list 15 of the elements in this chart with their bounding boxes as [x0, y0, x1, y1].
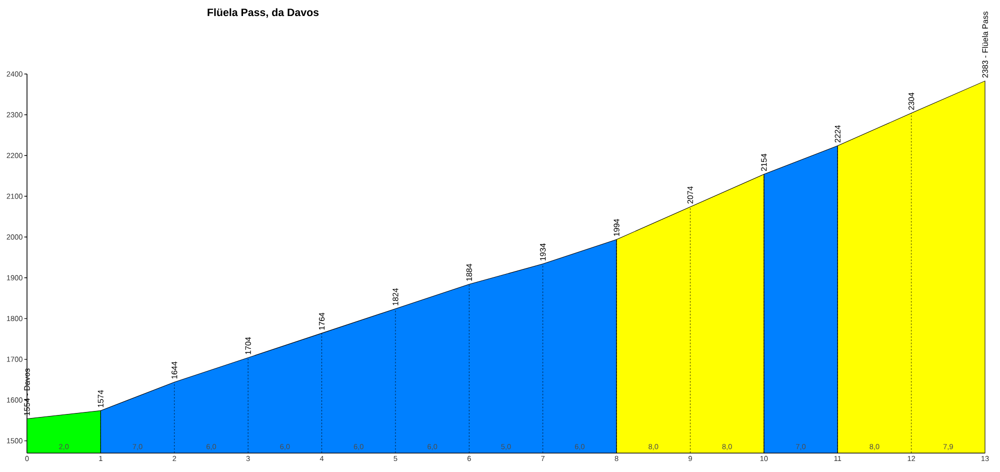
annotation: 1824	[392, 288, 398, 306]
annotation: 1764	[318, 312, 325, 330]
annotation: 2224	[834, 125, 840, 142]
annotation: 2154	[761, 154, 767, 171]
annotation: 1574	[98, 390, 104, 408]
annotation: 1554 - Davos	[24, 368, 30, 416]
annotation: 1994	[614, 218, 620, 236]
chart-title: Flüela Pass, da Davos	[208, 8, 319, 18]
annotation: 2383 - Flüela Pass	[982, 12, 988, 78]
annotation: 1934	[540, 243, 546, 260]
annotation: 2304	[908, 92, 914, 110]
annotation: 1644	[172, 362, 178, 379]
annotation: 1704	[245, 337, 251, 354]
annotation: 2074	[687, 186, 694, 204]
annotation: 1884	[466, 264, 472, 281]
